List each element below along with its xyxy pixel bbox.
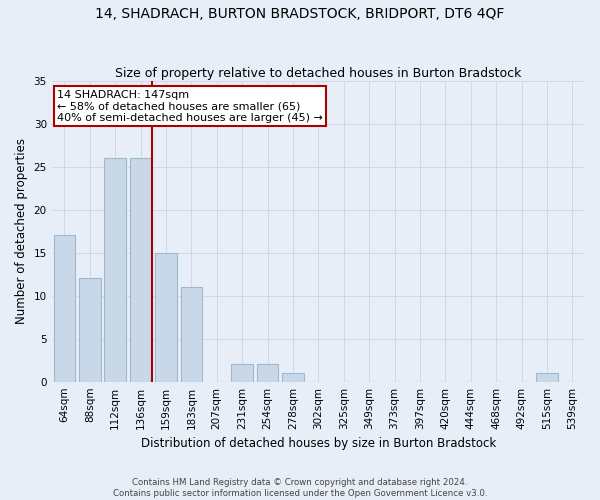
X-axis label: Distribution of detached houses by size in Burton Bradstock: Distribution of detached houses by size … (141, 437, 496, 450)
Bar (155, 252, 177, 382)
Text: Contains HM Land Registry data © Crown copyright and database right 2024.
Contai: Contains HM Land Registry data © Crown c… (113, 478, 487, 498)
Bar (53, 236, 75, 382)
Text: 14, SHADRACH, BURTON BRADSTOCK, BRIDPORT, DT6 4QF: 14, SHADRACH, BURTON BRADSTOCK, BRIDPORT… (95, 8, 505, 22)
Text: 14 SHADRACH: 147sqm
← 58% of detached houses are smaller (65)
40% of semi-detach: 14 SHADRACH: 147sqm ← 58% of detached ho… (57, 90, 323, 123)
Y-axis label: Number of detached properties: Number of detached properties (15, 138, 28, 324)
Bar (536, 373, 557, 382)
Bar (282, 373, 304, 382)
Bar (104, 158, 126, 382)
Bar (79, 278, 101, 382)
Bar (130, 158, 151, 382)
Bar (181, 287, 202, 382)
Bar (232, 364, 253, 382)
Title: Size of property relative to detached houses in Burton Bradstock: Size of property relative to detached ho… (115, 66, 521, 80)
Bar (257, 364, 278, 382)
